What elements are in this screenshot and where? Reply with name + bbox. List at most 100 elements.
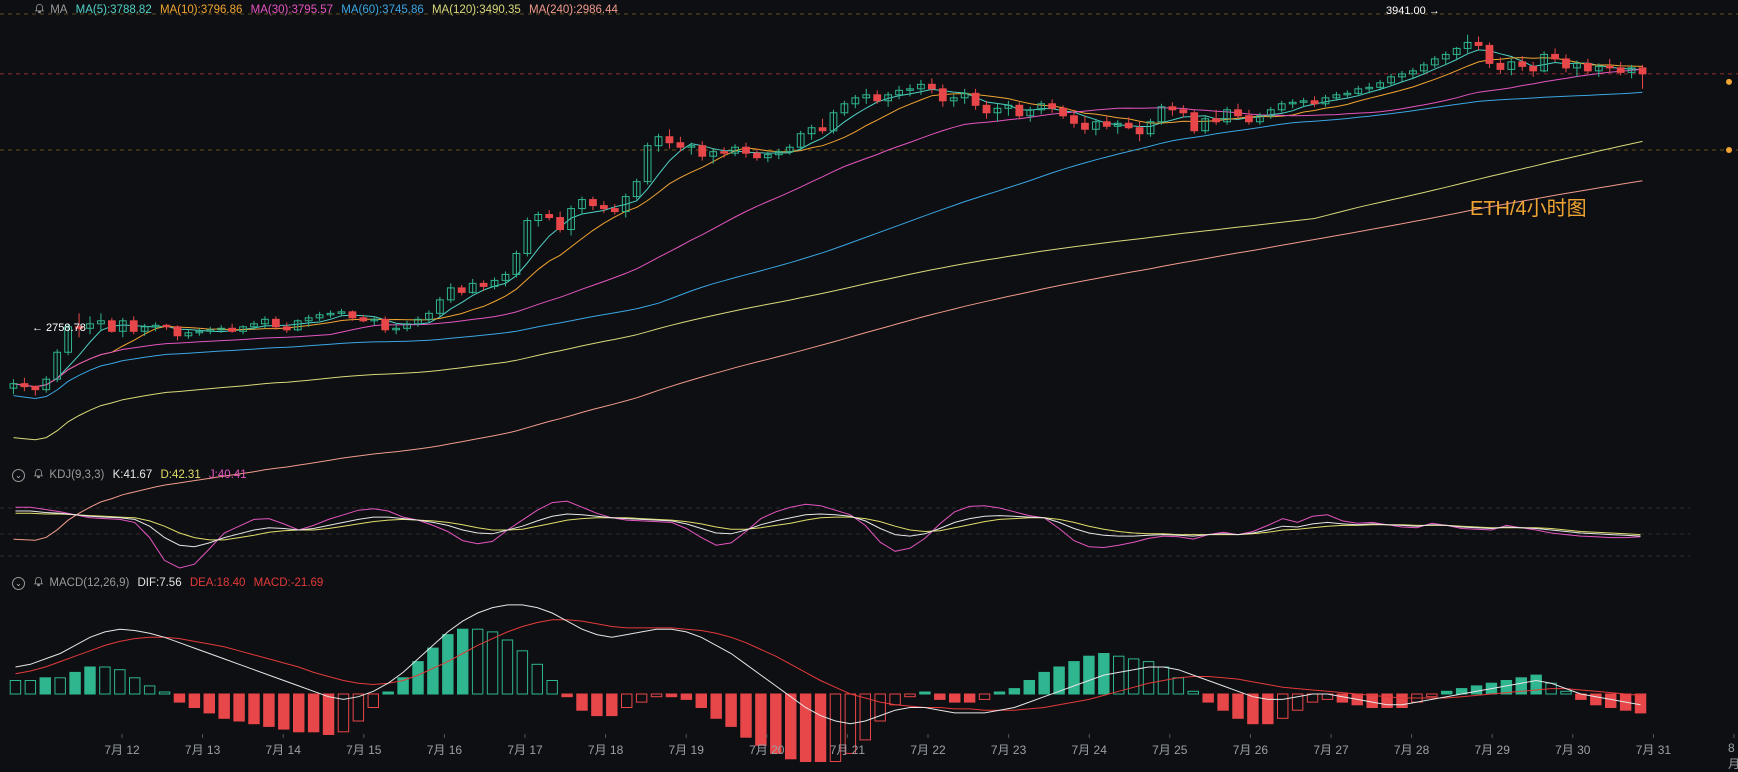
- macd-bar-negative: [263, 693, 275, 727]
- candle-up: [1354, 88, 1363, 94]
- kdj-j-value: J:40.41: [208, 469, 247, 481]
- candle-up: [1540, 53, 1549, 72]
- candle-up: [796, 133, 805, 148]
- candle-up: [621, 196, 630, 213]
- macd-bar-negative: [770, 693, 782, 754]
- kdj-legend: ⌄ KDJ(9,3,3) K:41.67 D:42.31 J:40.41: [12, 468, 252, 482]
- macd-bar-negative: [650, 693, 663, 698]
- macd-bar-negative: [1336, 693, 1349, 703]
- candle-up: [337, 311, 346, 314]
- macd-bar-negative: [904, 693, 916, 698]
- candle-up: [1441, 53, 1450, 60]
- macd-dif-line: [15, 604, 1641, 725]
- candle-down: [753, 152, 761, 159]
- candle-down: [1474, 41, 1483, 46]
- candle-up: [97, 320, 105, 325]
- collapse-kdj-icon[interactable]: ⌄: [12, 469, 25, 482]
- macd-bar-negative: [352, 693, 365, 722]
- macd-lines: [15, 604, 1641, 725]
- macd-bar-positive: [531, 663, 543, 695]
- candle-up: [949, 97, 958, 102]
- candle-up: [851, 97, 860, 105]
- macd-bar-positive: [24, 680, 37, 695]
- bell-icon[interactable]: [33, 468, 44, 479]
- macd-bar-positive: [1127, 658, 1140, 695]
- bell-icon[interactable]: [33, 576, 44, 587]
- candle-up: [906, 88, 914, 91]
- chart-title: ETH/4小时图: [1470, 198, 1587, 220]
- macd-bar-negative: [561, 693, 573, 698]
- candle-up: [414, 318, 422, 325]
- candle-down: [1168, 106, 1177, 111]
- macd-bar-negative: [591, 693, 603, 717]
- collapse-macd-icon[interactable]: ⌄: [12, 577, 25, 590]
- candle-up: [862, 94, 871, 99]
- x-tick-label: 7月 13: [184, 743, 221, 757]
- candle-up: [1288, 101, 1297, 105]
- macd-bar-positive: [442, 634, 454, 695]
- macd-bar-positive: [158, 691, 171, 695]
- candle-up: [993, 107, 1002, 114]
- ma10-value: MA(10):3796.86: [159, 4, 243, 16]
- candle-up: [774, 151, 783, 156]
- candle-down: [665, 136, 674, 144]
- candle-down: [1048, 103, 1057, 109]
- candle-up: [86, 323, 94, 329]
- x-tick-label: 7月 29: [1474, 743, 1510, 757]
- x-tick-label: 7月 30: [1555, 743, 1591, 757]
- macd-bar-negative: [680, 693, 693, 700]
- candle-down: [1605, 65, 1614, 69]
- macd-bar-negative: [621, 693, 633, 708]
- x-tick-label: 7月 22: [910, 743, 946, 757]
- price-marker: [1726, 147, 1732, 153]
- kdj-k-value: K:41.67: [112, 469, 153, 481]
- candle-up: [425, 312, 433, 320]
- macd-bar-positive: [39, 677, 51, 695]
- bell-icon[interactable]: [34, 3, 45, 14]
- macd-bar-negative: [635, 693, 648, 703]
- macd-bar-positive: [382, 691, 394, 695]
- macd-hist-value: MACD:-21.69: [253, 577, 324, 589]
- macd-bar-negative: [799, 693, 812, 762]
- x-tick-label: 7月 28: [1393, 743, 1430, 757]
- candle-down: [1551, 53, 1559, 60]
- candle-down: [359, 317, 368, 322]
- macd-bar-negative: [337, 693, 350, 733]
- candle-up: [763, 154, 772, 159]
- candle-down: [1212, 118, 1221, 123]
- x-tick-label: 7月 25: [1152, 743, 1188, 757]
- kdj-d-line: [15, 512, 1641, 541]
- candle-down: [1638, 67, 1647, 75]
- macd-bar-negative: [1277, 693, 1289, 719]
- macd-bar-negative: [278, 693, 290, 730]
- macd-bar-negative: [293, 693, 305, 733]
- macd-bar-positive: [1068, 661, 1080, 695]
- candle-up: [64, 326, 73, 353]
- macd-bar-negative: [814, 693, 827, 762]
- candle-down: [228, 327, 237, 332]
- candle-down: [381, 318, 390, 331]
- candle-down: [1081, 122, 1089, 130]
- macd-bar-negative: [248, 693, 260, 725]
- ma5-value: MA(5):3788.82: [75, 4, 152, 16]
- candle-up: [1452, 47, 1461, 55]
- macd-bar-negative: [874, 693, 886, 722]
- macd-bar-negative: [322, 693, 335, 735]
- candle-down: [698, 145, 707, 157]
- candle-up: [195, 330, 204, 334]
- macd-bar-negative: [1247, 693, 1259, 725]
- macd-bar-negative: [188, 693, 201, 708]
- candle-up: [1343, 92, 1352, 96]
- moving-average-lines: [13, 49, 1643, 541]
- ma10-line: [13, 57, 1643, 388]
- macd-bar-negative: [203, 693, 215, 714]
- candle-up: [1398, 73, 1406, 78]
- macd-bar-negative: [725, 693, 737, 727]
- candle-down: [107, 320, 116, 332]
- candle-up: [140, 326, 149, 332]
- candle-up: [1026, 109, 1035, 117]
- macd-bar-positive: [397, 677, 409, 695]
- ma60-line: [13, 91, 1643, 400]
- candle-down: [1485, 44, 1494, 64]
